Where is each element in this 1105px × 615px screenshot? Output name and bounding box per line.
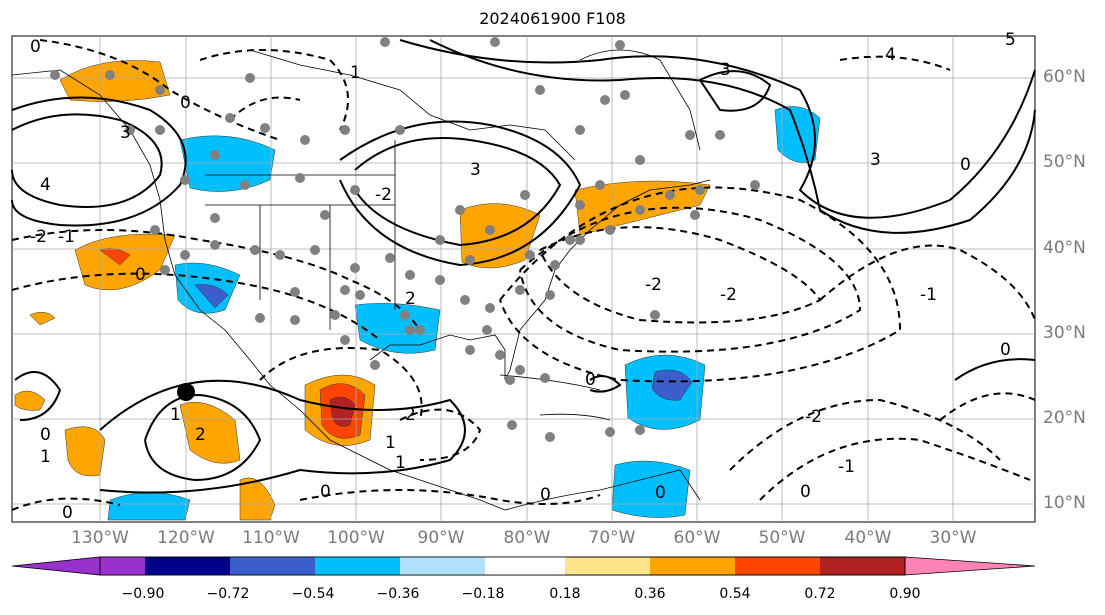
colorbar-overlay [99,556,906,576]
colorbar-tick: −0.90 [121,586,165,602]
lon-label: 90°W [417,528,465,548]
lat-label: 50°N [1043,152,1086,172]
contour-label: -2 [805,407,822,427]
colorbar-tick: 0.18 [549,586,581,602]
contour-label: -2 [645,275,662,295]
colorbar-tick: 0.90 [889,586,921,602]
contour-label: 0 [655,483,666,503]
contour-label: 5 [1005,30,1016,50]
contour-label: 0 [800,482,811,502]
contour-label: 0 [135,265,146,285]
lat-label: 20°N [1043,408,1086,428]
contour-label-group: 0 0 1 3 4 -2 -1 3 2 -2 -2 3 3 4 5 0 -1 0… [30,30,1016,523]
colorbar-tick: 0.54 [719,586,751,602]
contour-label: 4 [885,45,896,65]
lon-label: 60°W [673,528,721,548]
contour-label: 0 [960,155,971,175]
contour-label: 2 [195,425,206,445]
lat-label: 10°N [1043,493,1086,513]
contour-label: 0 [1000,340,1011,360]
contour-label: -2 [375,185,392,205]
contour-label: 0 [30,37,41,57]
map-title: 2024061900 F108 [479,9,626,28]
lon-label: 30°W [929,528,977,548]
contour-label: 0 [62,503,73,523]
lon-label: 80°W [503,528,551,548]
lat-label: 40°N [1043,238,1086,258]
colorbar-tick: 0.36 [634,586,666,602]
colorbar-tick: −0.18 [461,586,505,602]
contour-label: 0 [320,482,331,502]
colorbar-tick: −0.72 [206,586,250,602]
contour-label: 1 [170,405,181,425]
contour-label: 1 [385,433,396,453]
contour-label: 3 [870,150,881,170]
colorbar-tick: −0.54 [291,586,335,602]
lon-label: 110°W [242,528,300,548]
contour-label: 3 [120,123,131,143]
contour-lines-dashed [11,39,1036,511]
lat-label: 30°N [1043,323,1086,343]
contour-label: 0 [540,485,551,505]
contour-label: 0 [585,370,596,390]
contour-lines [11,39,1036,494]
contour-label: 0 [180,93,191,113]
contour-label: 4 [40,175,51,195]
contour-label: 1 [350,63,361,83]
contour-label: 1 [40,447,51,467]
contour-label: 2 [405,405,416,425]
lat-label: 60°N [1043,67,1086,87]
lon-label: 70°W [588,528,636,548]
map-frame [11,35,1036,523]
lon-label: 100°W [327,528,385,548]
station-dots [50,37,760,442]
contour-label: -2 [720,285,737,305]
colorbar-tick: 0.72 [804,586,836,602]
contour-label: -2 [30,227,47,247]
contour-label: 3 [720,60,731,80]
contour-label: -1 [58,227,75,247]
colorbar-tick: −0.36 [376,586,420,602]
contour-label: -1 [838,457,855,477]
storm-marker [177,383,195,401]
lon-label: 120°W [157,528,215,548]
contour-label: 1 [395,453,406,473]
contour-label: 2 [405,289,416,309]
contour-label: -1 [920,285,937,305]
lon-label: 40°W [844,528,892,548]
contour-label: 3 [470,160,481,180]
contour-label: 0 [40,425,51,445]
lon-label: 130°W [71,528,129,548]
lon-label: 50°W [758,528,806,548]
